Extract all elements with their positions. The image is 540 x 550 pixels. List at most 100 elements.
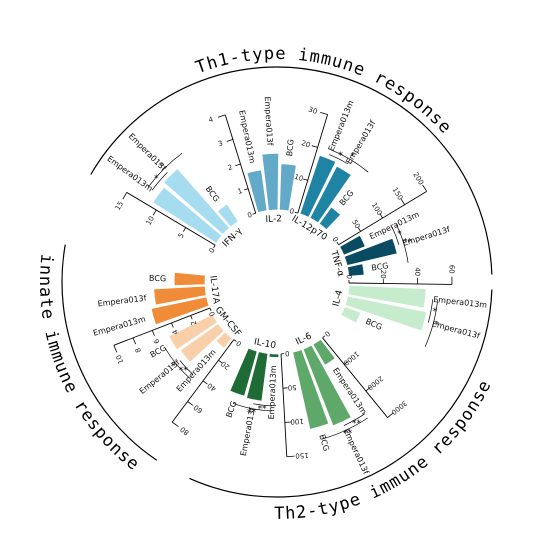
tick-mark: [122, 192, 128, 200]
significance-mark: **: [403, 238, 413, 248]
group-label-innate-immune-response: innate immune response: [35, 253, 143, 475]
tick-mark: [336, 241, 339, 245]
significance-bracket: [396, 224, 409, 263]
bar-il-2-empera013m: [246, 169, 268, 214]
bar-il-10-empera013f: [245, 351, 269, 402]
value-axis-il-6: [322, 337, 388, 418]
bar-gm-csf-empera013m: [215, 331, 233, 349]
tick-mark: [400, 198, 406, 205]
significance-bracket: [424, 299, 439, 348]
tick-mark: [132, 337, 136, 345]
bar-gm-csf-empera013f: [179, 323, 225, 363]
tick-label-ifn: 10: [145, 215, 156, 227]
bar-il-12p70-empera013f: [309, 165, 352, 224]
tick-mark: [365, 386, 371, 392]
tick-label-il-4: 20: [379, 270, 387, 279]
tick-label-il-17a: 0: [208, 310, 217, 317]
tick-mark: [213, 244, 216, 249]
tick-label-il-2: 1: [237, 187, 244, 196]
bar-il-4-empera013m: [347, 284, 427, 309]
significance-bracket: [391, 226, 400, 245]
tick-label-il-4: 60: [447, 265, 455, 274]
significance-bracket: [331, 149, 369, 173]
significance-bracket: [322, 417, 368, 440]
significance-mark: *: [338, 151, 343, 161]
bar-tnf-empera013m: [339, 234, 366, 256]
bar-il-4-empera013f: [344, 295, 428, 332]
tick-label-tnf: 50: [350, 218, 361, 230]
tick-label-il-2: 0: [246, 211, 253, 220]
tick-label-ifn: 15: [114, 200, 125, 212]
bar-il-17a-empera013f: [153, 285, 207, 306]
significance-mark: *: [397, 230, 402, 240]
group-arc-th2-type-immune-response: [189, 289, 493, 498]
tick-label-gm-csf: 80: [179, 425, 191, 437]
cytokine-label-il-17a: IL-17A: [207, 275, 220, 305]
tick-mark: [190, 315, 193, 320]
bar-label-il-4-empera013m: Empera013m: [433, 295, 488, 310]
tick-label-il-12p70: 30: [307, 106, 318, 116]
bar-label-il-2-empera013f: Empera013f: [263, 96, 275, 146]
tick-mark: [171, 421, 179, 427]
panel-tnf: Empera013mEmpera013fBCG050100150200TNF-α…: [328, 171, 451, 278]
bar-label-gm-csf-empera013f: Empera013f: [138, 358, 182, 396]
tick-mark: [379, 213, 383, 219]
tick-mark: [320, 112, 328, 115]
significance-mark: **: [179, 366, 189, 376]
tick-label-il-17a: 6: [152, 337, 161, 345]
significance-mark: *: [154, 174, 159, 184]
bar-label-il-10-empera013m: Empera013m: [267, 365, 278, 420]
bar-il-6-empera013m: [312, 338, 336, 366]
bar-label-il-17a-bcg: BCG: [149, 274, 166, 283]
value-axis-il-17a: [113, 307, 211, 346]
tick-mark: [303, 178, 308, 181]
bar-tnf-bcg: [346, 263, 365, 277]
tick-label-il-2: 4: [208, 115, 215, 124]
cytokine-panels: Empera013mEmpera013fBCG051015IFN-γ**Empe…: [92, 96, 488, 476]
tick-label-il-10: 0: [285, 349, 290, 357]
tick-label-il-2: 3: [217, 139, 224, 148]
tick-mark: [217, 114, 226, 118]
tick-label-tnf: 150: [391, 186, 405, 202]
significance-mark: *: [350, 152, 355, 162]
value-axis-ifn: [126, 192, 216, 246]
significance-bracket: [428, 299, 434, 323]
bar-label-il-4-bcg: BCG: [364, 317, 383, 332]
significance-bracket: [329, 154, 349, 165]
bar-label-il-12p70-empera013m: Empera013m: [327, 99, 356, 153]
bar-il-6-bcg: [292, 349, 330, 430]
cytokine-label-il-10: IL-10: [253, 337, 277, 351]
significance-mark: *: [435, 320, 440, 330]
bar-il-12p70-bcg: [318, 206, 342, 231]
tick-mark: [113, 345, 118, 353]
bar-label-il-17a-empera013m: Empera013m: [92, 315, 147, 338]
significance-mark: *: [433, 307, 438, 317]
significance-mark: **: [258, 405, 268, 415]
tick-label-il-12p70: 10: [293, 173, 304, 183]
bar-label-tnf-bcg: BCG: [371, 261, 389, 272]
tick-mark: [235, 163, 241, 167]
tick-label-ifn: 0: [208, 247, 217, 255]
group-arc-innate-immune-response: [61, 244, 158, 461]
bar-il-10-empera013m: [268, 353, 280, 358]
bar-il-4-bcg: [340, 306, 362, 324]
significance-mark: **: [247, 408, 257, 418]
tick-mark: [151, 330, 155, 336]
tick-mark: [243, 188, 249, 191]
tick-label-il-17a: 4: [171, 328, 180, 336]
tick-mark: [233, 339, 237, 342]
bar-il-6-empera013f: [302, 344, 352, 427]
bar-label-il-6-bcg: BCG: [317, 433, 330, 452]
tick-label-gm-csf: 60: [192, 403, 204, 415]
tick-label-ifn: 5: [177, 232, 186, 240]
tick-mark: [209, 307, 212, 312]
tick-mark: [187, 401, 194, 406]
tick-label-il-12p70: 20: [300, 139, 311, 149]
bar-il-2-bcg: [279, 163, 297, 212]
bar-label-il-12p70-bcg: BCG: [338, 188, 356, 207]
tick-label-il-4: 40: [413, 267, 421, 276]
tick-mark: [152, 209, 157, 216]
